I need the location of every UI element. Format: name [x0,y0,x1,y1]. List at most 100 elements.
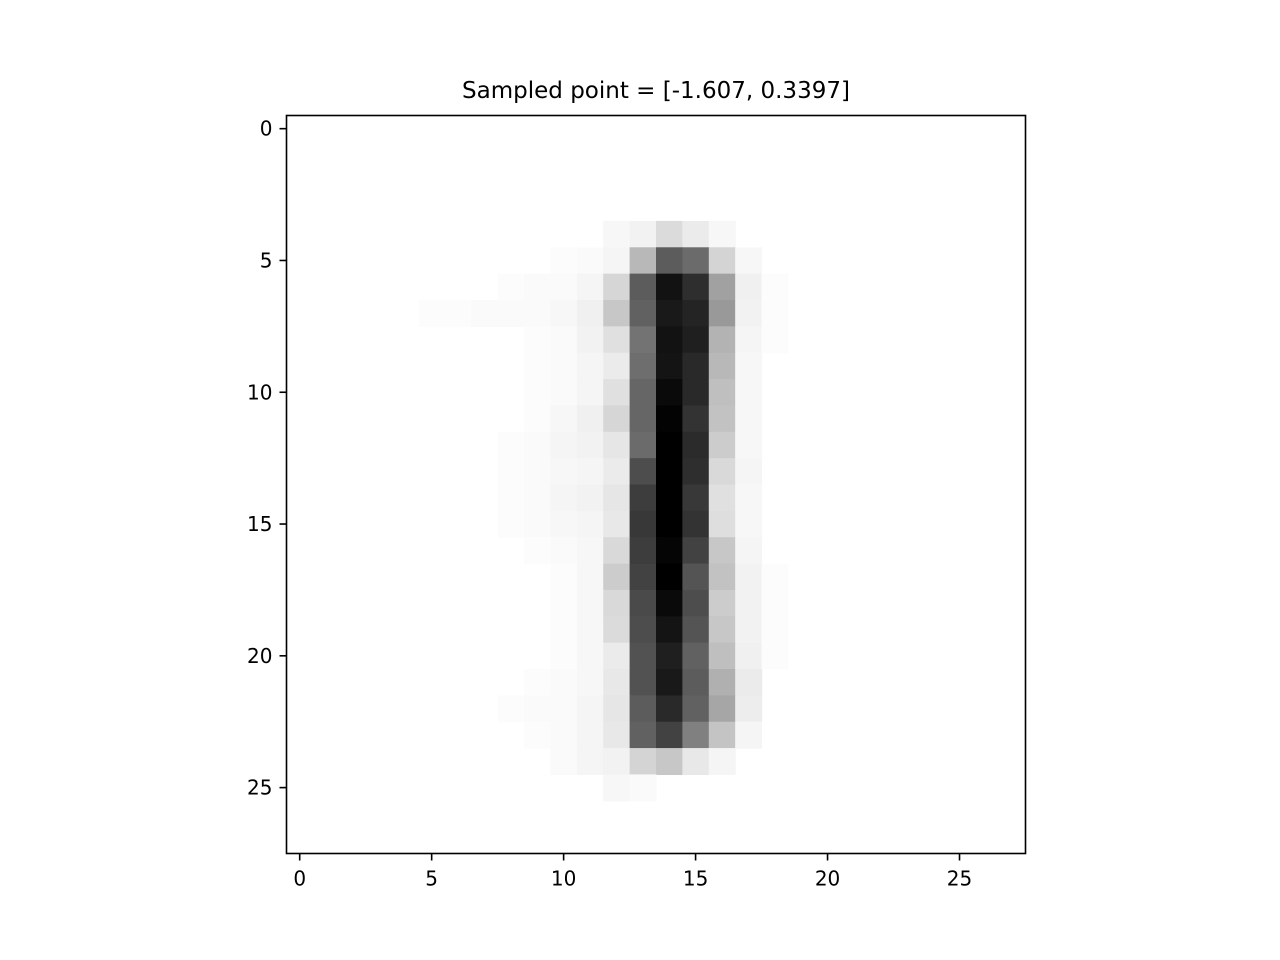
heatmap-cell [576,352,604,380]
heatmap-cell [524,484,552,512]
heatmap-cell [682,247,710,275]
heatmap-cell [576,300,604,327]
heatmap-cell [550,642,578,670]
heatmap-cell [682,537,710,565]
heatmap-cell [656,379,683,407]
heatmap-cell [735,247,763,275]
heatmap-cell [682,300,710,327]
heatmap-cell [708,431,736,459]
heatmap-cell [656,748,683,776]
heatmap-cell [682,589,710,617]
heatmap-cell [629,247,657,275]
heatmap-cell [735,458,763,486]
heatmap-cell [682,669,710,696]
heatmap-cell [524,537,552,565]
heatmap-cell [656,721,683,749]
heatmap-cell [761,589,789,617]
heatmap-cell [708,748,736,776]
digit-image [418,220,789,802]
heatmap-cell [497,458,525,486]
heatmap-cell [497,431,525,459]
heatmap-cell [629,642,657,670]
heatmap-cell [550,247,578,275]
heatmap-cell [682,563,710,591]
heatmap-cell [550,695,578,723]
heatmap-cell [418,300,446,327]
y-tick-label: 25 [247,776,272,800]
heatmap-cell [603,484,631,512]
heatmap-cell [656,326,683,354]
heatmap-cell [603,774,631,802]
heatmap-cell [629,589,657,617]
heatmap-cell [576,748,604,776]
heatmap-cell [682,616,710,644]
heatmap-cell [735,589,763,617]
heatmap-cell [576,589,604,617]
heatmap-cell [550,352,578,380]
heatmap-cell [656,537,683,565]
heatmap-cell [603,431,631,459]
heatmap-cell [682,352,710,380]
heatmap-cell [682,748,710,776]
heatmap-cell [550,589,578,617]
heatmap-cell [603,721,631,749]
heatmap-cell [682,379,710,407]
heatmap-cell [708,563,736,591]
heatmap-cell [550,458,578,486]
heatmap-cell [656,300,683,327]
heatmap-cell [735,510,763,538]
heatmap-cell [576,563,604,591]
heatmap-cell [708,484,736,512]
heatmap-cell [576,458,604,486]
heatmap-cell [656,352,683,380]
heatmap-cell [682,273,710,301]
heatmap-cell [629,695,657,723]
heatmap-cell [656,247,683,275]
heatmap-cell [576,642,604,670]
heatmap-cell [761,642,789,670]
heatmap-cell [708,405,736,433]
heatmap-cell [708,589,736,617]
heatmap-cell [656,669,683,696]
heatmap-cell [735,563,763,591]
heatmap-cell [550,721,578,749]
heatmap-cell [629,537,657,565]
heatmap-cell [603,589,631,617]
heatmap-cell [629,458,657,486]
heatmap-cell [603,379,631,407]
heatmap-cell [629,379,657,407]
heatmap-cell [682,458,710,486]
heatmap-cell [524,379,552,407]
heatmap-cell [576,616,604,644]
heatmap-cell [576,379,604,407]
x-tick-label: 5 [425,867,438,891]
heatmap-cell [629,563,657,591]
heatmap-cell [656,563,683,591]
heatmap-cell [656,510,683,538]
chart-title: Sampled point = [-1.607, 0.3397] [462,78,850,104]
heatmap-cell [682,326,710,354]
heatmap-cell [682,220,710,248]
heatmap-cell [682,642,710,670]
heatmap-cell [497,695,525,723]
x-axis: 0 5 10 15 20 25 [293,853,972,891]
heatmap-cell [708,721,736,749]
heatmap-cell [524,458,552,486]
heatmap-cell [550,563,578,591]
heatmap-cell [550,484,578,512]
heatmap-cell [629,431,657,459]
heatmap-cell [708,669,736,696]
heatmap-cell [629,326,657,354]
heatmap-cell [735,300,763,327]
heatmap-cell [524,431,552,459]
heatmap-cell [656,616,683,644]
heatmap-cell [708,247,736,275]
heatmap-cell [708,273,736,301]
heatmap-cell [629,721,657,749]
heatmap-cell [656,273,683,301]
heatmap-cell [603,458,631,486]
heatmap-cell [735,616,763,644]
heatmap-cell [629,220,657,248]
heatmap-cell [550,431,578,459]
